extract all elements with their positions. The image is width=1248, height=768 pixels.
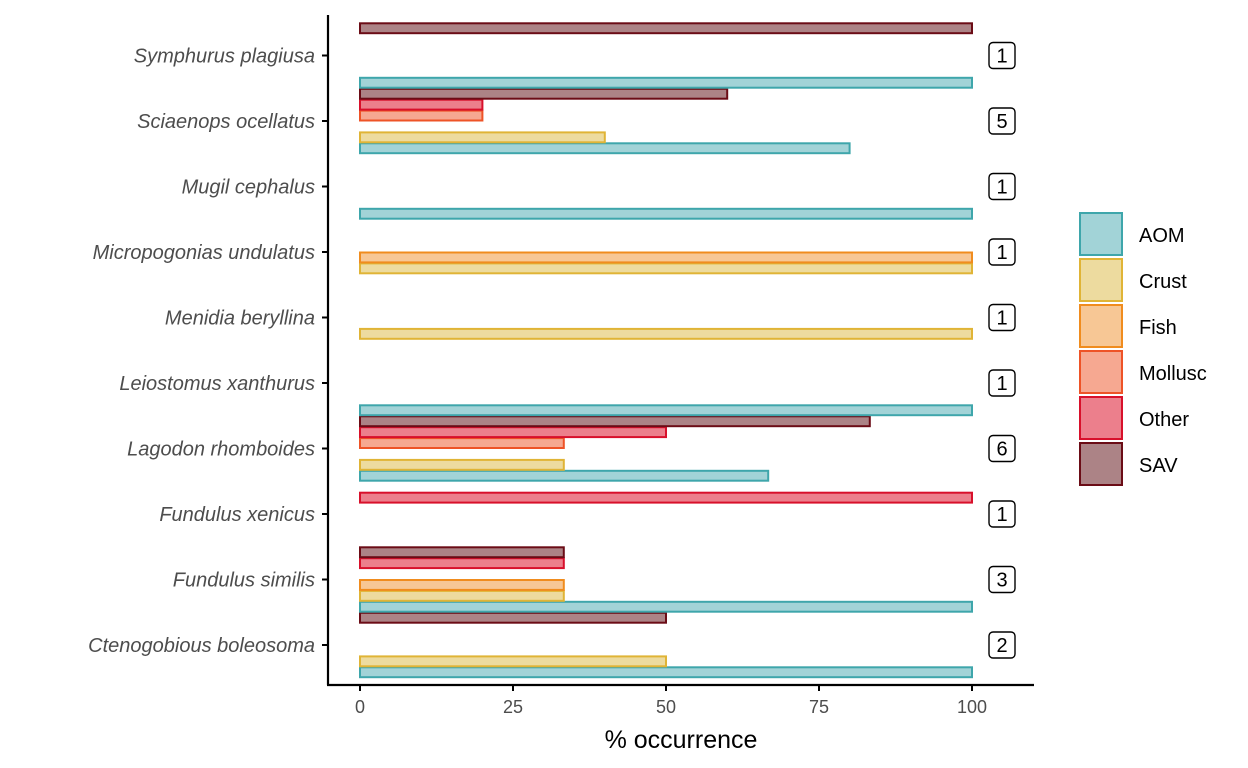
x-tick-label-75: 75	[809, 697, 829, 717]
sample-size-label-sciaenops-ocellatus: 5	[996, 111, 1007, 133]
bar-ctenogobious-boleosoma-crust	[359, 655, 667, 668]
y-axis: Ctenogobious boleosoma Fundulus similis Fu…	[88, 46, 328, 657]
y-tick-label-sciaenops-ocellatus: Sciaenops ocellatus	[137, 111, 315, 133]
legend-key-mollusc	[1079, 350, 1123, 394]
bar-lagodon-rhomboides-crust	[359, 458, 565, 471]
sample-size-box	[988, 565, 1016, 594]
legend-label-mollusc: Mollusc	[1139, 363, 1207, 385]
sample-size-box	[988, 238, 1016, 266]
sample-size-label-fundulus-similis: 3	[996, 570, 1007, 592]
sample-size-box	[988, 434, 1016, 463]
legend-key-crust	[1079, 258, 1123, 302]
bar-sciaenops-ocellatus-other	[359, 98, 484, 111]
sample-size-box	[988, 500, 1016, 528]
sample-size-box	[988, 303, 1016, 332]
bar-fundulus-similis-crust	[359, 589, 565, 602]
sample-size-label-leiostomus-xanthurus: 1	[996, 373, 1007, 395]
y-tick-label-lagodon-rhomboides: Lagodon rhomboides	[127, 439, 315, 461]
legend-label-fish: Fish	[1139, 317, 1177, 339]
bar-fundulus-similis-sav	[359, 546, 565, 559]
legend-key-aom	[1079, 212, 1123, 256]
bar-fundulus-similis-aom	[359, 600, 973, 613]
bar-ctenogobious-boleosoma-aom	[359, 666, 973, 679]
sample-size-label-menidia-beryllina: 1	[996, 308, 1007, 330]
x-tick-label-25: 25	[503, 697, 523, 717]
sample-size-label-micropogonias-undulatus: 1	[996, 242, 1007, 264]
bar-leiostomus-xanthurus-aom	[359, 404, 973, 417]
sample-size-label-lagodon-rhomboides: 6	[996, 439, 1007, 461]
y-tick-label-menidia-beryllina: Menidia beryllina	[165, 308, 315, 330]
x-tick-label-50: 50	[656, 697, 676, 717]
bar-fundulus-similis-fish	[359, 579, 565, 591]
bars-layer	[359, 22, 973, 679]
legend-label-crust: Crust	[1139, 271, 1187, 293]
y-tick-label-fundulus-xenicus: Fundulus xenicus	[159, 504, 315, 526]
bar-sciaenops-ocellatus-aom	[359, 142, 851, 155]
y-tick-label-mugil-cephalus: Mugil cephalus	[182, 177, 315, 199]
sample-size-label-symphurus-plagiusa: 1	[996, 46, 1007, 68]
bar-symphurus-plagiusa-aom	[359, 76, 973, 89]
x-axis-title: % occurrence	[605, 726, 758, 754]
sample-size-box	[988, 107, 1016, 135]
bar-sciaenops-ocellatus-sav	[359, 87, 729, 100]
bar-symphurus-plagiusa-sav	[359, 22, 973, 35]
y-tick-label-fundulus-similis: Fundulus similis	[173, 570, 315, 592]
legend: AOM Crust Fish Mollusc Other SAV	[1079, 212, 1207, 486]
y-tick-label-symphurus-plagiusa: Symphurus plagiusa	[134, 46, 315, 68]
bar-fundulus-similis-other	[359, 557, 565, 570]
x-axis: 0 25 50 75 100	[355, 685, 987, 717]
sample-size-label-fundulus-xenicus: 1	[996, 504, 1007, 526]
sample-size-box	[988, 41, 1016, 70]
x-tick-label-100: 100	[957, 697, 987, 717]
bar-sciaenops-ocellatus-mollusc	[359, 109, 484, 122]
bar-lagodon-rhomboides-aom	[359, 469, 770, 482]
legend-label-sav: SAV	[1139, 455, 1178, 477]
y-tick-label-leiostomus-xanthurus: Leiostomus xanthurus	[119, 373, 315, 395]
legend-key-sav	[1079, 442, 1123, 486]
bar-lagodon-rhomboides-sav	[359, 415, 871, 428]
sample-size-label-mugil-cephalus: 1	[996, 177, 1007, 199]
legend-key-other	[1079, 396, 1123, 440]
y-tick-label-ctenogobious-boleosoma: Ctenogobious boleosoma	[88, 635, 315, 657]
bar-fundulus-xenicus-other	[359, 491, 973, 504]
legend-label-other: Other	[1139, 409, 1189, 431]
sample-size-label-ctenogobious-boleosoma: 2	[996, 635, 1007, 657]
y-tick-label-micropogonias-undulatus: Micropogonias undulatus	[93, 242, 315, 264]
bar-micropogonias-undulatus-crust	[359, 262, 973, 275]
bar-lagodon-rhomboides-mollusc	[359, 437, 565, 450]
bar-ctenogobious-boleosoma-sav	[359, 611, 667, 624]
bar-micropogonias-undulatus-fish	[359, 251, 973, 264]
bar-menidia-beryllina-crust	[359, 327, 973, 340]
sample-size-box	[988, 369, 1016, 397]
sample-size-box	[988, 631, 1016, 659]
bar-sciaenops-ocellatus-crust	[359, 131, 606, 144]
bar-mugil-cephalus-aom	[359, 207, 973, 220]
legend-label-aom: AOM	[1139, 225, 1185, 247]
legend-key-fish	[1079, 304, 1123, 348]
sample-size-box	[988, 172, 1016, 201]
bar-lagodon-rhomboides-other	[359, 426, 667, 439]
x-tick-label-0: 0	[355, 697, 365, 717]
